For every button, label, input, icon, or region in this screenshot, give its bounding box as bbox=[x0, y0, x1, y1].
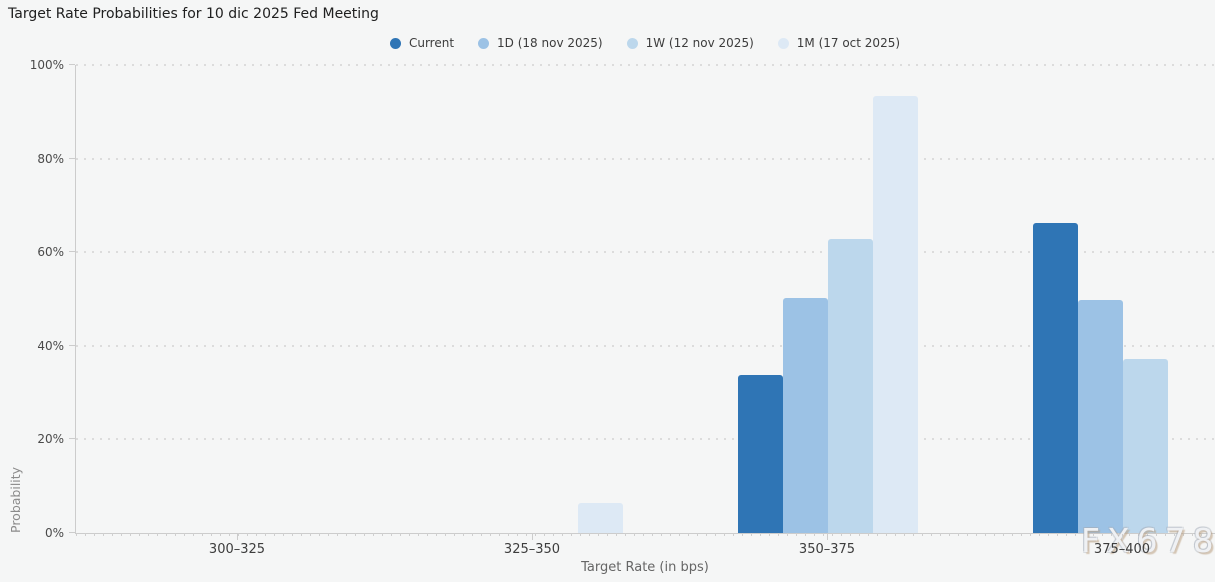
bar-1D-375–400 bbox=[1078, 300, 1123, 533]
legend-item-3[interactable]: 1W (12 nov 2025) bbox=[626, 36, 754, 50]
bar-Current-375–400 bbox=[1033, 222, 1078, 533]
y-tick-mark-80 bbox=[69, 157, 75, 159]
x-tick-mark-300–325 bbox=[237, 534, 238, 540]
gridline-60 bbox=[76, 251, 1215, 254]
bar-1W-350–375 bbox=[828, 239, 873, 533]
x-axis-minor-ticks bbox=[76, 533, 1215, 536]
x-tick-mark-375–400 bbox=[1122, 534, 1123, 540]
y-axis: 0% 20% 40% 60% 80% 100% bbox=[0, 58, 75, 540]
legend-dot-icon bbox=[777, 37, 789, 49]
legend-dot-icon bbox=[478, 37, 490, 49]
legend-label: Current bbox=[408, 36, 455, 50]
y-tick-label-0: 0% bbox=[44, 526, 64, 540]
x-tick-label-350–375: 350–375 bbox=[798, 542, 856, 557]
bar-1W-375–400 bbox=[1123, 358, 1168, 533]
plot-area bbox=[75, 64, 1215, 536]
y-tick-label-40: 40% bbox=[37, 338, 64, 353]
gridline-40 bbox=[76, 344, 1215, 347]
x-tick-label-325–350: 325–350 bbox=[503, 542, 561, 557]
legend-label: 1D (18 nov 2025) bbox=[497, 36, 603, 50]
chart-title: Target Rate Probabilities for 10 dic 202… bbox=[8, 6, 379, 22]
y-tick-label-100: 100% bbox=[29, 58, 64, 72]
legend-label: 1M (17 oct 2025) bbox=[796, 36, 901, 50]
y-tick-mark-60 bbox=[69, 251, 75, 253]
x-axis-title: Target Rate (in bps) bbox=[581, 560, 709, 575]
gridline-100 bbox=[76, 64, 1215, 66]
bar-1M-325–350 bbox=[578, 502, 623, 533]
x-tick-mark-350–375 bbox=[827, 534, 828, 540]
legend-item-1[interactable]: Current bbox=[389, 36, 455, 50]
y-tick-mark-100 bbox=[69, 64, 75, 65]
y-tick-mark-20 bbox=[69, 438, 75, 440]
bar-group-300–325 bbox=[148, 65, 328, 533]
x-tick-label-300–325: 300–325 bbox=[208, 542, 266, 557]
legend-label: 1W (12 nov 2025) bbox=[645, 36, 754, 50]
watermark: FX678 bbox=[1081, 521, 1215, 560]
legend-dot-icon bbox=[389, 37, 401, 49]
bar-group-350–375 bbox=[738, 65, 918, 533]
bar-1M-350–375 bbox=[873, 95, 918, 533]
bar-group-375–400 bbox=[1033, 65, 1213, 533]
legend-dot-icon bbox=[626, 37, 638, 49]
bar-Current-350–375 bbox=[738, 375, 783, 533]
legend-item-2[interactable]: 1D (18 nov 2025) bbox=[478, 36, 603, 50]
bar-group-325–350 bbox=[443, 65, 623, 533]
gridline-20 bbox=[76, 438, 1215, 441]
y-tick-label-20: 20% bbox=[37, 432, 64, 447]
y-tick-label-60: 60% bbox=[37, 245, 64, 260]
y-tick-label-80: 80% bbox=[37, 151, 64, 166]
x-tick-label-375–400: 375–400 bbox=[1093, 542, 1151, 557]
legend: Current 1D (18 nov 2025) 1W (12 nov 2025) 1… bbox=[75, 36, 1215, 50]
gridline-80 bbox=[76, 157, 1215, 160]
y-tick-mark-40 bbox=[69, 344, 75, 346]
x-axis: 300–325 325–350 350–375 375–400 bbox=[0, 534, 1215, 564]
legend-item-4[interactable]: 1M (17 oct 2025) bbox=[777, 36, 901, 50]
y-tick-mark-0 bbox=[69, 532, 75, 533]
x-tick-mark-325–350 bbox=[532, 534, 533, 540]
bar-1D-350–375 bbox=[783, 297, 828, 533]
